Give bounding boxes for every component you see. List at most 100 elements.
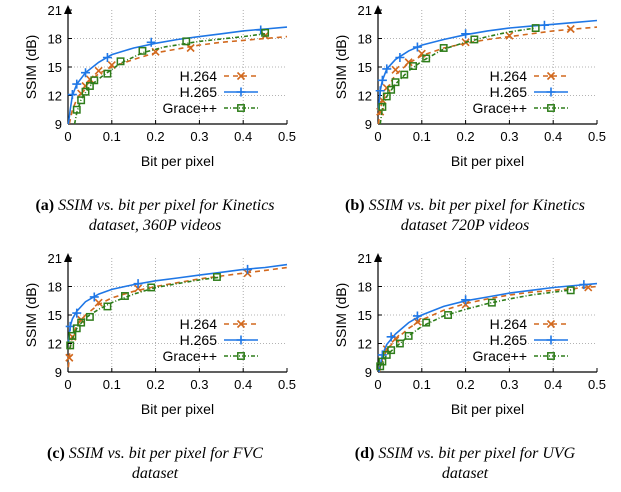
data-point (186, 43, 195, 53)
data-point (103, 69, 112, 78)
data-point (77, 96, 86, 105)
y-tick-label: 21 (48, 3, 62, 18)
chart-d: 0 0.1 0.2 0.3 0.4 0.5 9 12 15 18 21 Bit per pixel SS… (333, 251, 606, 417)
data-point (391, 78, 400, 87)
series-line (379, 27, 536, 125)
x-tick-label: 0.4 (544, 377, 562, 392)
y-tick-label: 12 (358, 337, 372, 352)
y-tick-label: 15 (48, 308, 62, 323)
x-tick-label: 0.1 (103, 129, 121, 144)
data-point (67, 90, 77, 100)
data-point (376, 362, 385, 371)
data-point (439, 44, 448, 52)
y-tick-label: 12 (358, 89, 372, 104)
data-point (133, 279, 143, 289)
data-point (382, 92, 391, 101)
legend-marker (546, 335, 556, 345)
x-tick-label: 0.2 (457, 129, 475, 144)
legend-label: Grace++ (473, 348, 527, 364)
axes: 0 0.1 0.2 0.3 0.4 0.5 9 12 15 18 21 Bit per pixel SS… (333, 3, 606, 169)
data-point (412, 311, 422, 321)
y-tick-label: 21 (48, 251, 62, 266)
data-point (77, 318, 86, 327)
data-point (470, 35, 479, 44)
caption-a: (a) SSIM vs. bit per pixel for Kinetics … (0, 196, 310, 236)
y-tick-label: 15 (48, 60, 62, 75)
series-h-265 (377, 280, 598, 373)
y-tick-label: 15 (358, 60, 372, 75)
data-point (378, 357, 387, 366)
legend-label: H.265 (180, 84, 218, 100)
x-tick-label: 0 (64, 377, 71, 392)
x-tick-label: 0.3 (190, 129, 208, 144)
legend-marker (237, 352, 245, 360)
chart-panel-a: 0 0.1 0.2 0.3 0.4 0.5 9 12 15 18 21 Bit per pixel SS… (0, 0, 310, 240)
x-tick-label: 0.1 (103, 377, 121, 392)
y-tick-label: 18 (358, 280, 372, 295)
data-point (182, 37, 191, 46)
data-point (566, 24, 575, 34)
caption-d: (d) SSIM vs. bit per pixel for UVG datas… (310, 444, 620, 484)
legend-label: Grace++ (473, 100, 527, 116)
series-line (67, 26, 288, 125)
y-tick-label: 18 (358, 32, 372, 47)
legend-marker (236, 87, 246, 97)
series-line (378, 285, 598, 373)
x-axis-label: Bit per pixel (141, 401, 214, 417)
x-tick-label: 0.3 (500, 377, 518, 392)
axes: 0 0.1 0.2 0.3 0.4 0.5 9 12 15 18 21 Bit per pixel SS… (23, 251, 296, 417)
x-tick-label: 0.3 (190, 377, 208, 392)
series-line (69, 276, 222, 349)
caption-line-1: SSIM vs. bit per pixel for FVC (68, 445, 263, 462)
legend-label: H.265 (490, 332, 528, 348)
y-tick-label: 21 (358, 3, 372, 18)
y-tick-label: 15 (358, 308, 372, 323)
legend-marker (546, 319, 556, 329)
data-point (212, 273, 221, 281)
data-point (487, 298, 496, 307)
x-tick-label: 0.5 (588, 129, 606, 144)
series-grace- (378, 24, 540, 125)
y-tick-label: 21 (358, 251, 372, 266)
data-point (382, 350, 391, 359)
data-point (505, 31, 514, 40)
y-tick-label: 9 (55, 365, 62, 380)
data-point (94, 298, 103, 307)
chart-b: 0 0.1 0.2 0.3 0.4 0.5 9 12 15 18 21 Bit per pixel SS… (333, 3, 606, 169)
series-line (67, 263, 288, 342)
caption-line-2: dataset 720P videos (400, 217, 530, 234)
x-tick-label: 0.3 (500, 129, 518, 144)
y-tick-label: 9 (55, 117, 62, 132)
legend-marker (546, 71, 556, 81)
data-point (422, 54, 431, 63)
data-point (387, 85, 396, 94)
data-point (382, 64, 392, 74)
x-axis-label: Bit per pixel (451, 401, 524, 417)
legend-label: Grace++ (163, 348, 217, 364)
data-point (68, 331, 77, 340)
data-point (404, 331, 413, 340)
series-line (379, 288, 576, 368)
legend-label: Grace++ (163, 100, 217, 116)
y-tick-label: 12 (48, 337, 62, 352)
y-axis-label: SSIM (dB) (333, 283, 349, 348)
x-tick-label: 0.2 (147, 377, 165, 392)
data-point (243, 264, 253, 274)
data-point (395, 53, 405, 62)
legend-label: H.264 (180, 68, 218, 84)
data-point (102, 53, 112, 62)
chart-panel-b: 0 0.1 0.2 0.3 0.4 0.5 9 12 15 18 21 Bit per pixel SS… (310, 0, 620, 240)
caption-line-1: SSIM vs. bit per pixel for Kinetics (58, 197, 275, 214)
data-point (386, 332, 396, 342)
x-tick-label: 0.1 (413, 377, 431, 392)
x-tick-label: 0.5 (278, 129, 296, 144)
data-point (461, 29, 471, 39)
data-point (261, 28, 270, 37)
legend-label: H.264 (180, 316, 218, 332)
data-point (539, 20, 549, 30)
legend-marker (546, 87, 556, 97)
x-tick-label: 0.1 (413, 129, 431, 144)
data-point (391, 65, 400, 74)
data-point (400, 70, 409, 79)
